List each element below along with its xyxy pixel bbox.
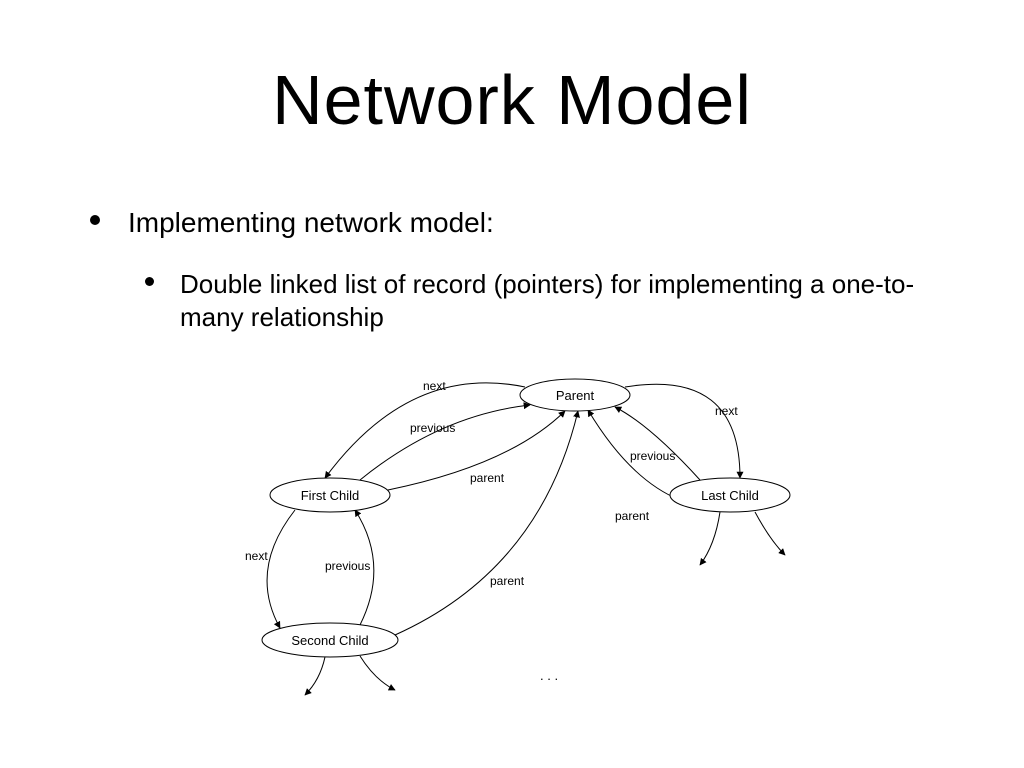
slide-title: Network Model xyxy=(0,60,1024,140)
edge-label: parent xyxy=(615,509,650,523)
bullet-list: Implementing network model: Double linke… xyxy=(90,205,950,333)
node-label: First Child xyxy=(301,488,360,503)
bullet-dot-icon xyxy=(90,215,100,225)
bullet-level-2: Double linked list of record (pointers) … xyxy=(145,268,950,333)
node-parent: Parent xyxy=(520,379,630,411)
edge-label: next xyxy=(423,379,446,393)
node-label: Last Child xyxy=(701,488,759,503)
bullet-1-text: Implementing network model: xyxy=(128,205,494,240)
edge-label: previous xyxy=(410,421,455,435)
edge-label: next xyxy=(715,404,738,418)
bullet-level-1: Implementing network model: xyxy=(90,205,950,240)
node-first-child: First Child xyxy=(270,478,390,512)
node-second-child: Second Child xyxy=(262,623,398,657)
edge-label: previous xyxy=(630,449,675,463)
network-diagram: next previous next previous next previou… xyxy=(210,360,810,720)
node-last-child: Last Child xyxy=(670,478,790,512)
slide: Network Model Implementing network model… xyxy=(0,0,1024,768)
ellipsis: . . . xyxy=(540,668,558,683)
node-label: Second Child xyxy=(291,633,368,648)
node-label: Parent xyxy=(556,388,595,403)
bullet-2-text: Double linked list of record (pointers) … xyxy=(180,268,950,333)
edge-label: next xyxy=(245,549,268,563)
bullet-dot-icon xyxy=(145,277,154,286)
edge-label: parent xyxy=(490,574,525,588)
edge-label: parent xyxy=(470,471,505,485)
edge-label: previous xyxy=(325,559,370,573)
